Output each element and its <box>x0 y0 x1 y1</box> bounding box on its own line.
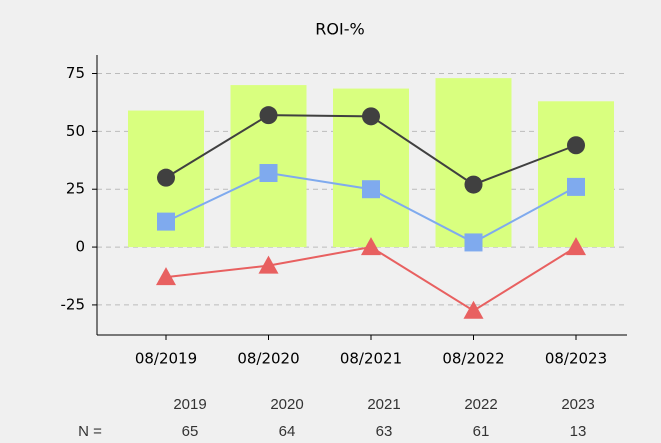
line <box>165 246 577 312</box>
table-count: 65 <box>182 423 199 440</box>
marker <box>157 212 175 231</box>
marker <box>157 168 175 187</box>
table-year: 2022 <box>464 396 497 413</box>
marker <box>258 255 279 274</box>
marker <box>566 237 586 256</box>
bar <box>435 78 512 248</box>
marker <box>362 107 380 126</box>
table-year: 2023 <box>561 396 594 413</box>
marker <box>156 267 176 286</box>
table-count: 64 <box>279 423 296 440</box>
table-label: N = <box>78 423 102 440</box>
x-tick-label: 08/2019 <box>135 350 197 368</box>
marker <box>464 233 483 252</box>
marker <box>361 237 381 256</box>
marker <box>567 177 585 196</box>
table-count: 61 <box>473 423 490 440</box>
marker <box>464 175 483 194</box>
marker <box>362 180 380 199</box>
marker <box>259 164 278 183</box>
table-count: 13 <box>570 423 587 440</box>
x-tick-label: 08/2023 <box>545 350 607 368</box>
y-tick-label: 75 <box>66 64 85 82</box>
x-tick-label: 08/2020 <box>237 350 299 368</box>
table-year: 2019 <box>173 396 206 413</box>
table-year: 2020 <box>270 396 303 413</box>
y-tick-label: 0 <box>75 238 85 256</box>
marker <box>259 106 278 125</box>
marker <box>567 136 585 155</box>
y-tick-label: -25 <box>61 295 86 313</box>
y-tick-label: 25 <box>66 180 85 198</box>
y-tick-label: 50 <box>66 122 85 140</box>
table-count: 63 <box>376 423 393 440</box>
chart-title: ROI-% <box>315 20 364 39</box>
marker <box>463 300 484 319</box>
x-tick-label: 08/2021 <box>340 350 402 368</box>
x-tick-label: 08/2022 <box>442 350 504 368</box>
table-year: 2021 <box>367 396 400 413</box>
bar <box>538 101 614 248</box>
